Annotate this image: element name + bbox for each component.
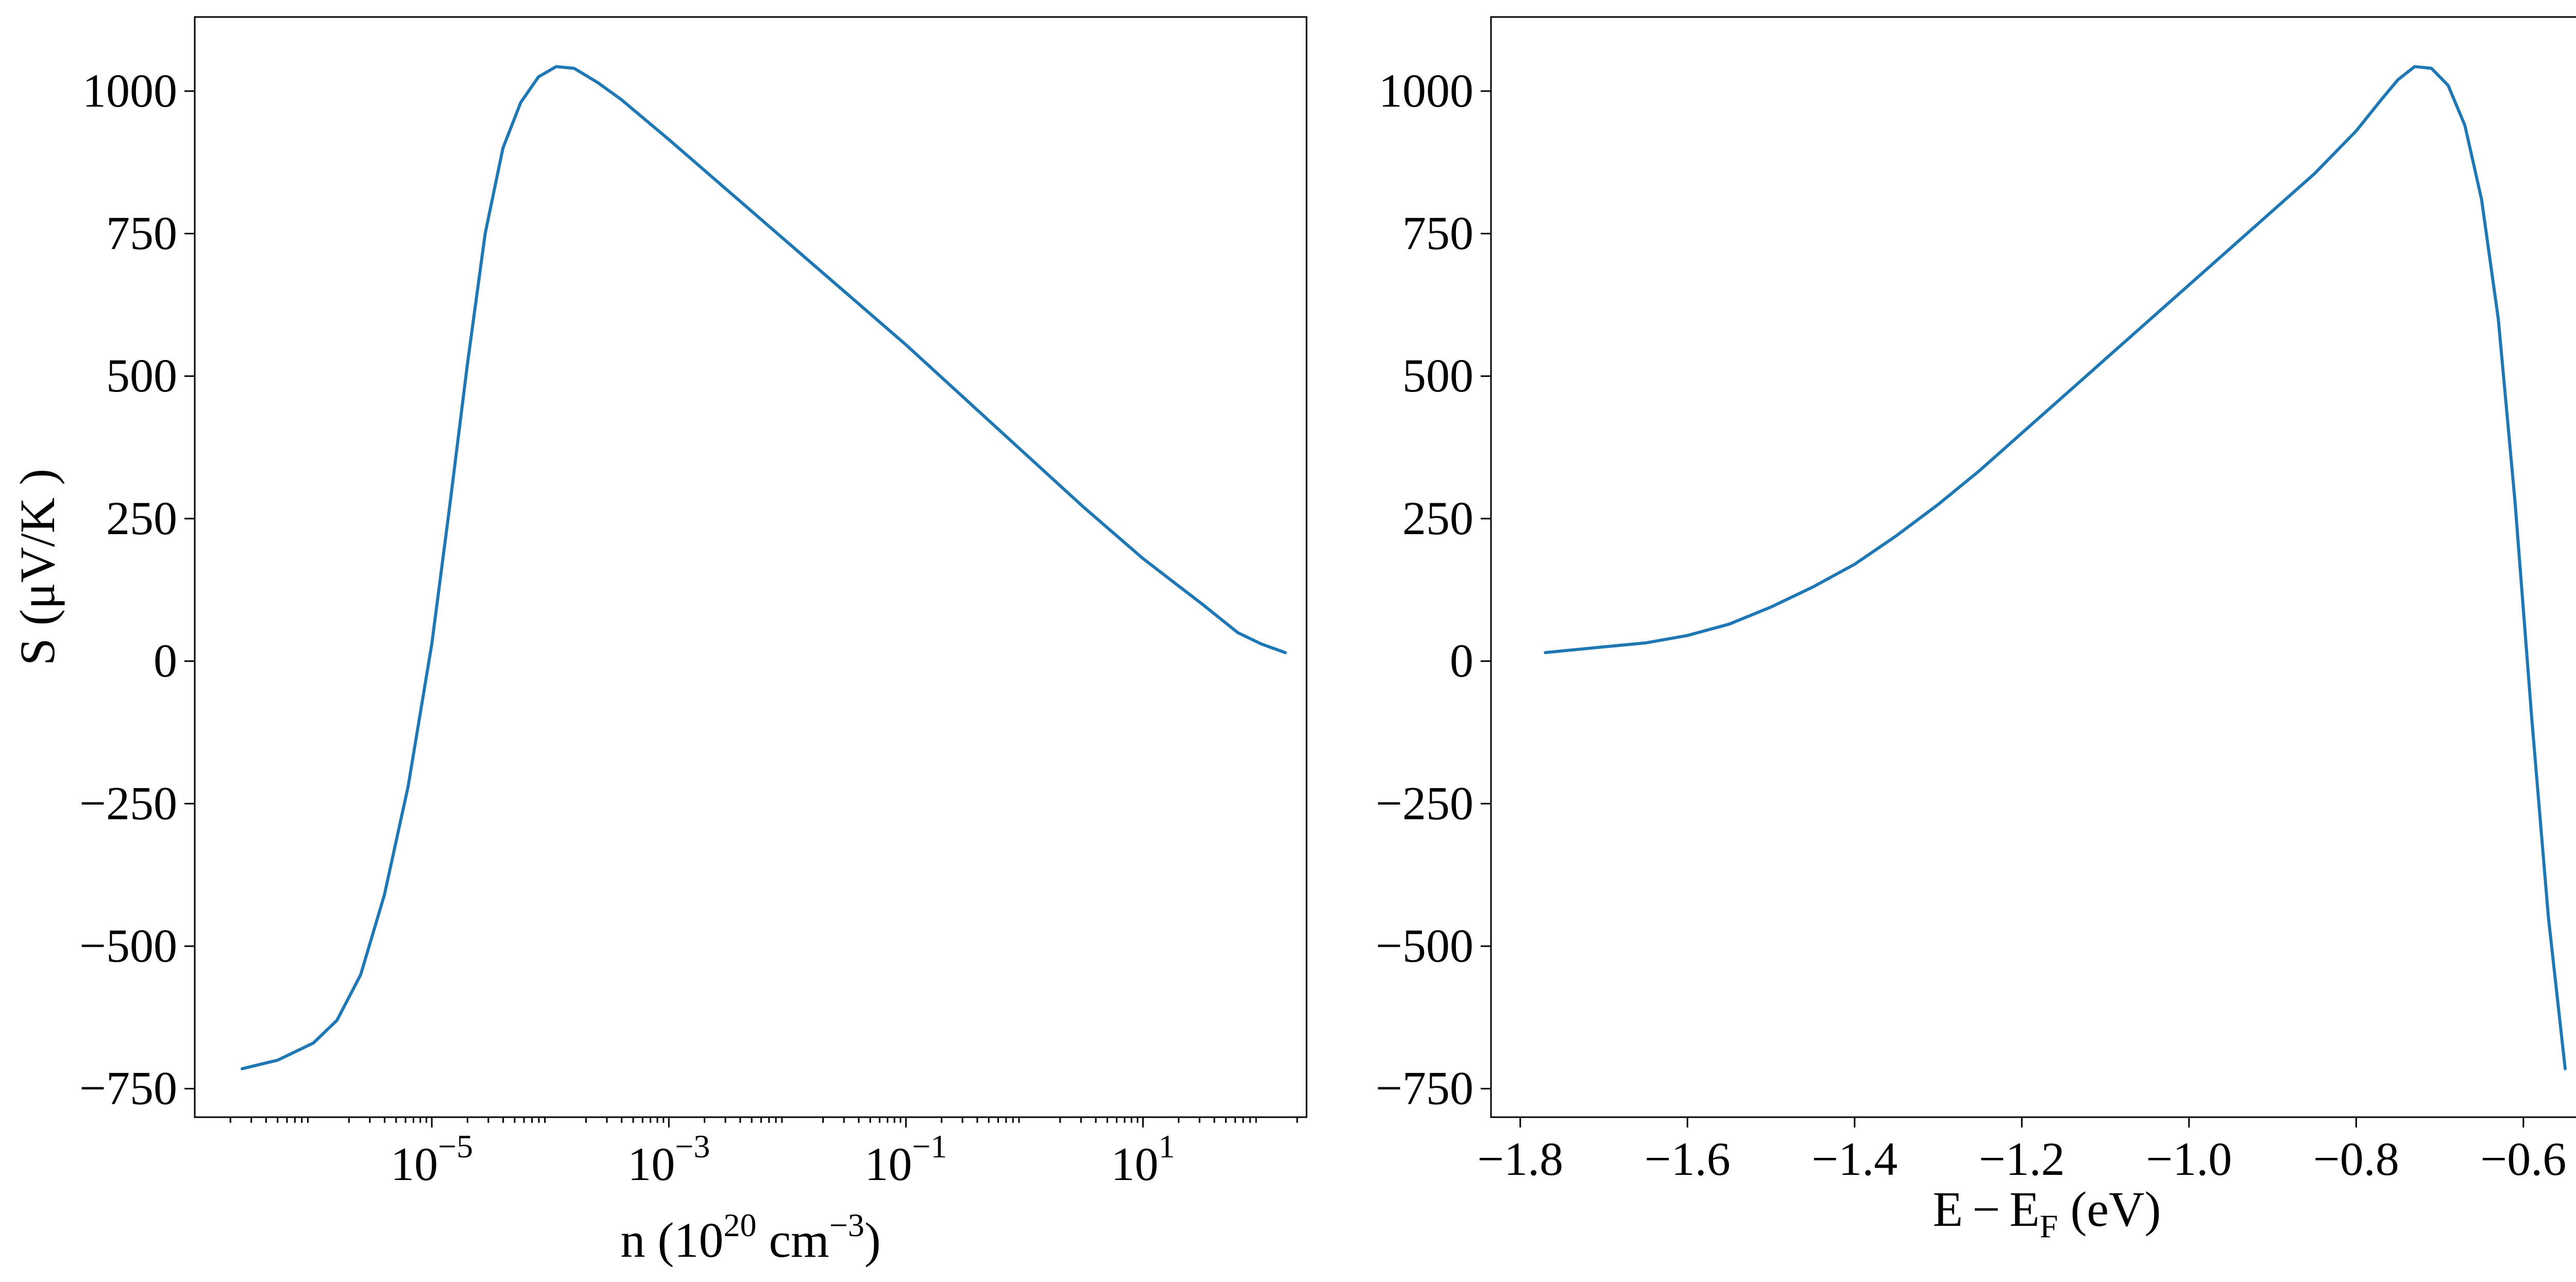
left-series-line-0 bbox=[241, 65, 1287, 1070]
right-x-tick-label: −1.4 bbox=[1811, 1133, 1897, 1185]
right-x-tick-label: −1.8 bbox=[1477, 1133, 1563, 1185]
left-y-ticks: −750 −500 −250 0 250 500 750 1000 bbox=[79, 64, 195, 1115]
left-y-tick-label: 1000 bbox=[82, 64, 177, 117]
left-y-tick-label: 250 bbox=[106, 492, 177, 544]
right-x-tick-label: −0.8 bbox=[2313, 1133, 2399, 1185]
right-series-line-0 bbox=[1544, 65, 2567, 1070]
left-x-axis-label-end: ) bbox=[865, 1212, 881, 1268]
right-y-tick-label: −500 bbox=[1376, 919, 1473, 972]
right-y-tick-label: 750 bbox=[1402, 207, 1473, 260]
left-y-tick-label: 0 bbox=[154, 635, 177, 687]
right-y-tick-label: 500 bbox=[1402, 349, 1473, 402]
left-x-axis-label-sup2: −3 bbox=[829, 1207, 865, 1243]
right-x-axis-label-end: (eV) bbox=[2058, 1182, 2161, 1237]
right-plot-frame bbox=[1490, 16, 2576, 1118]
right-x-tick-label: −1.6 bbox=[1645, 1133, 1731, 1185]
left-y-tick-label: −750 bbox=[79, 1062, 177, 1115]
right-series-group bbox=[1544, 65, 2567, 1070]
left-x-tick-label: 101 bbox=[1111, 1128, 1175, 1190]
right-x-axis-label: E − EF (eV) bbox=[1933, 1182, 2161, 1244]
left-x-axis-label-sup1: 20 bbox=[723, 1207, 756, 1243]
left-x-tick-label: 10−3 bbox=[628, 1128, 710, 1190]
left-x-axis-label: n (1020 cm−3) bbox=[620, 1207, 880, 1268]
left-plot-frame bbox=[194, 16, 1308, 1118]
right-y-tick-label: −750 bbox=[1376, 1062, 1473, 1115]
left-y-tick-label: −250 bbox=[79, 777, 177, 829]
right-y-tick-label: 250 bbox=[1402, 492, 1473, 544]
left-x-axis-label-base: n (10 bbox=[620, 1212, 723, 1268]
right-y-tick-label: 1000 bbox=[1379, 64, 1473, 117]
right-x-axis-label-a: E bbox=[1933, 1182, 1963, 1237]
right-y-tick-label: 0 bbox=[1450, 635, 1473, 687]
left-x-tick-label: 10−1 bbox=[865, 1128, 947, 1190]
right-y-tick-label: −250 bbox=[1376, 777, 1473, 829]
left-y-tick-label: 750 bbox=[106, 207, 177, 260]
left-series-group bbox=[241, 65, 1287, 1070]
right-x-ticks: −1.8 −1.6 −1.4 −1.2 −1.0 −0.8 −0.6 bbox=[1477, 1117, 2566, 1185]
right-x-axis-label-b: E bbox=[2009, 1182, 2040, 1237]
left-y-axis-label: S (μV/K ) bbox=[10, 469, 65, 665]
right-x-tick-label: −1.2 bbox=[1979, 1133, 2065, 1185]
left-y-tick-label: −500 bbox=[79, 919, 177, 972]
right-x-axis-label-minus: − bbox=[1972, 1182, 2000, 1237]
left-x-axis-label-mid: cm bbox=[756, 1212, 829, 1268]
left-y-tick-label: 500 bbox=[106, 349, 177, 402]
right-x-tick-label: −1.0 bbox=[2146, 1133, 2232, 1185]
left-x-tick-label: 10−5 bbox=[391, 1128, 473, 1190]
right-x-tick-label: −0.6 bbox=[2480, 1133, 2566, 1185]
left-x-ticks: 10−5 10−3 10−1 101 bbox=[229, 1117, 1298, 1190]
right-y-ticks: −750 −500 −250 0 250 500 750 1000 bbox=[1376, 64, 1491, 1115]
right-x-axis-label-sub: F bbox=[2040, 1208, 2058, 1244]
